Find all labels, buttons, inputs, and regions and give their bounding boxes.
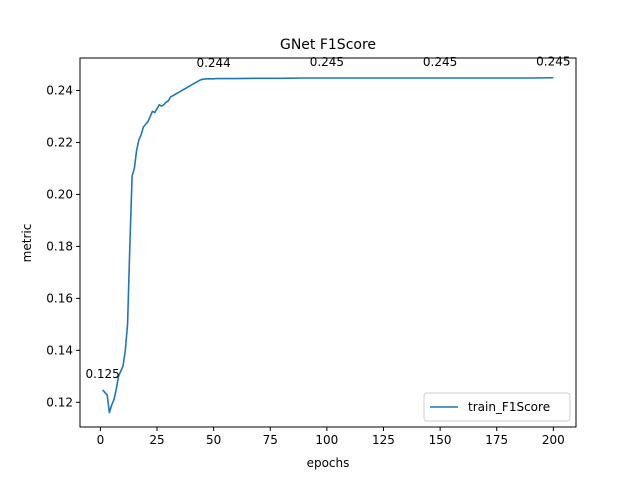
x-tick-label: 125: [372, 433, 395, 447]
x-tick-label: 50: [206, 433, 221, 447]
x-tick-label: 25: [149, 433, 164, 447]
x-tick-label: 0: [97, 433, 105, 447]
legend: train_F1Score: [423, 392, 571, 422]
x-tick-label: 75: [263, 433, 278, 447]
y-tick-label: 0.14: [46, 343, 73, 357]
axes-frame: [79, 57, 577, 428]
y-tick-label: 0.20: [46, 187, 73, 201]
data-label: 0.125: [85, 367, 119, 381]
plot-area: 0 25 50 75 100 125 150 175 200 0.12 0.14 0.16 0.18 0.…: [46, 55, 577, 447]
y-tick-label: 0.24: [46, 83, 73, 97]
x-axis-label: epochs: [307, 456, 350, 470]
data-label: 0.245: [310, 55, 344, 69]
legend-box: [423, 392, 571, 422]
x-tick-label: 200: [542, 433, 565, 447]
data-label: 0.245: [423, 55, 457, 69]
series-line-train_F1Score: [102, 76, 554, 414]
data-label: 0.245: [536, 55, 570, 69]
x-tick-label: 150: [429, 433, 452, 447]
x-tick-label: 100: [315, 433, 338, 447]
chart-title: GNet F1Score: [280, 37, 376, 53]
y-axis-label: metric: [20, 224, 34, 263]
legend-label: train_F1Score: [468, 400, 550, 414]
data-label: 0.244: [196, 56, 230, 70]
y-tick-label: 0.16: [46, 291, 73, 305]
y-tick-label: 0.22: [46, 135, 73, 149]
y-tick-label: 0.18: [46, 239, 73, 253]
y-tick-label: 0.12: [46, 395, 73, 409]
x-tick-label: 175: [485, 433, 508, 447]
